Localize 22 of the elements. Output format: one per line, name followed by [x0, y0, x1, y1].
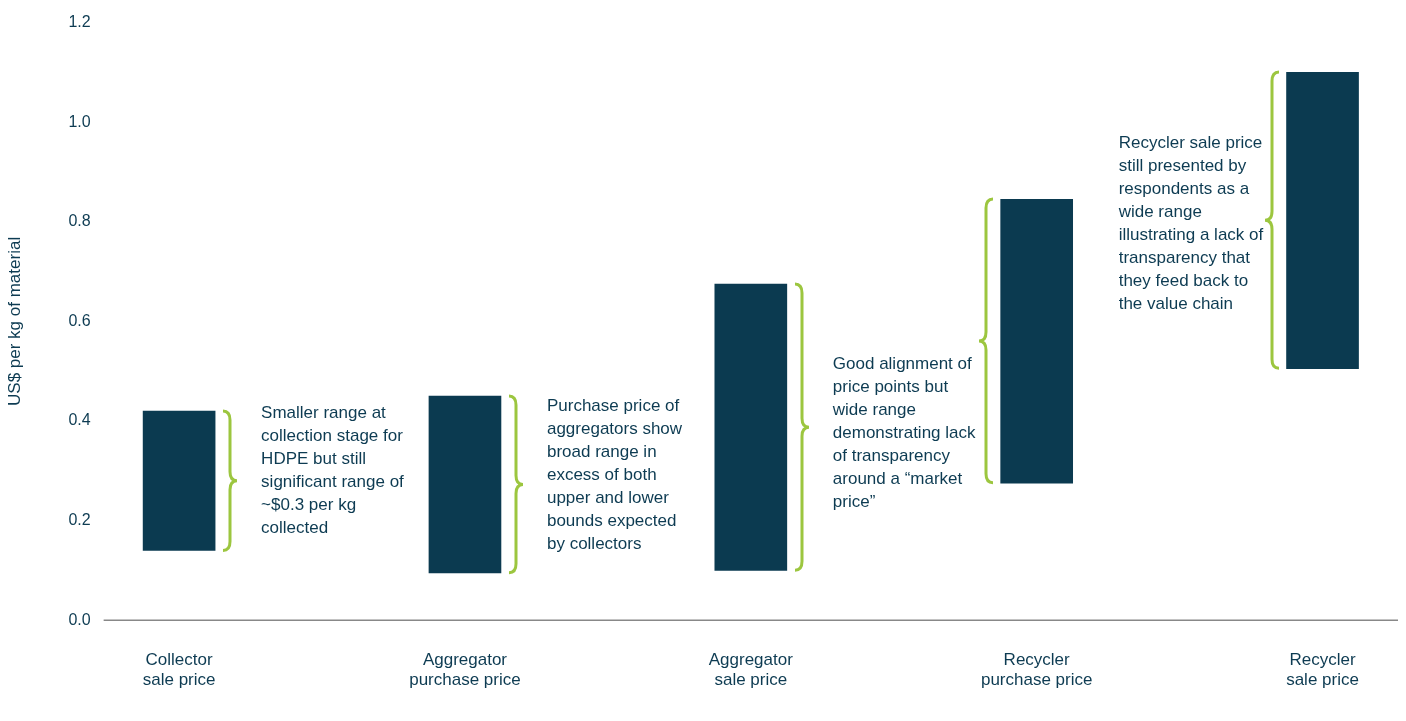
y-tick-label: 0.8 [68, 212, 91, 230]
x-tick-label: Aggregator purchase price [409, 650, 521, 690]
x-tick-label: Aggregator sale price [708, 650, 794, 690]
bar [1286, 72, 1359, 370]
y-tick-label: 1.0 [68, 112, 91, 130]
y-tick-label: 0.6 [68, 311, 91, 329]
annotation: Good alignment of price points but wide range demonstrating lack of transparency around a “market price” [831, 354, 976, 512]
x-tick-label: Recycler purchase price [980, 650, 1093, 690]
y-tick-label: 1.2 [68, 13, 91, 31]
bar [714, 283, 788, 571]
y-axis-title: US$ per kg of material [4, 236, 24, 406]
annotation: Smaller range at collection stage for HDPE but still significant range of ~$0.3 per kg collected [261, 402, 405, 537]
annotation: Purchase price of aggregators show broad range in excess of both upper and lower bounds expected by collectors [546, 396, 683, 554]
x-tick-label: Recycler sale price [1286, 650, 1359, 690]
y-tick-label: 0.2 [68, 511, 91, 529]
annotation: Recycler sale price still presented by respondents as a wide range illustrating a lack of transparency that they feed back to the value chain [1117, 133, 1264, 314]
y-tick-label: 0.0 [68, 610, 91, 628]
bar [142, 410, 216, 551]
x-tick-label: Collector sale price [142, 650, 216, 690]
y-tick-label: 0.4 [68, 411, 91, 429]
bar [1000, 199, 1074, 484]
bar [428, 395, 502, 574]
